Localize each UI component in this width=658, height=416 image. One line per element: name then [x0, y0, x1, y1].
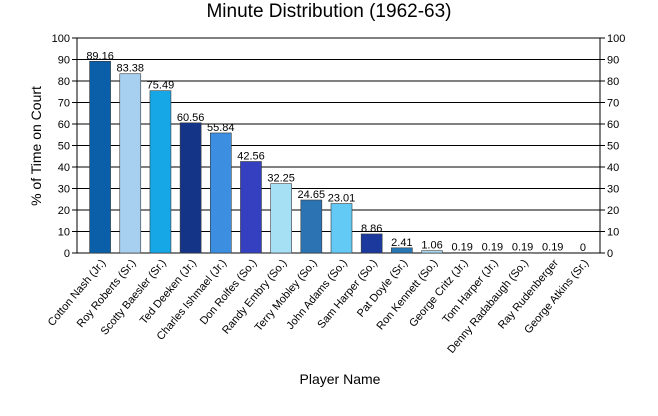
data-label: 55.84 — [207, 122, 235, 134]
y-tick-label-right: 70 — [607, 98, 619, 110]
y-tick-label-right: 100 — [607, 33, 625, 45]
bar — [330, 203, 353, 254]
data-label: 1.06 — [421, 240, 442, 252]
bar — [149, 90, 172, 254]
data-label: 0.19 — [482, 242, 503, 254]
y-tick-label-right: 20 — [607, 205, 619, 217]
y-tick-label-right: 30 — [607, 184, 619, 196]
bar — [240, 161, 262, 254]
y-tick-label-left: 80 — [58, 76, 70, 88]
y-tick-label-left: 40 — [58, 162, 70, 174]
y-tick-label-right: 90 — [607, 55, 619, 67]
data-label: 75.49 — [147, 80, 175, 92]
y-tick-label-left: 50 — [58, 141, 70, 153]
y-tick-label-right: 10 — [607, 227, 619, 239]
data-label: 0.19 — [451, 242, 472, 254]
bar — [391, 247, 413, 254]
y-axis-title: % of Time on Court — [28, 86, 44, 206]
data-label: 0 — [580, 242, 586, 254]
data-label: 24.65 — [298, 189, 326, 201]
bar — [179, 122, 202, 254]
data-label: 0.19 — [542, 242, 563, 254]
y-tick-label-left: 20 — [58, 205, 70, 217]
data-label: 42.56 — [237, 150, 265, 162]
y-tick-label-left: 90 — [58, 55, 70, 67]
bar — [209, 132, 232, 254]
bars — [89, 61, 564, 254]
y-tick-label-left: 10 — [58, 227, 70, 239]
data-label: 83.38 — [116, 63, 144, 75]
y-tick-label-right: 60 — [607, 119, 619, 131]
data-label: 8.86 — [361, 223, 382, 235]
axes: 0 0 10 10 20 20 30 30 40 40 50 50 60 60 70 70 80 80 90 90 10… — [52, 33, 626, 260]
y-tick-label-left: 70 — [58, 98, 70, 110]
bar — [421, 250, 443, 254]
data-label: 23.01 — [328, 193, 356, 205]
bar — [89, 61, 111, 254]
bar — [270, 183, 292, 254]
data-label: 60.56 — [177, 112, 205, 124]
bar — [360, 233, 383, 254]
y-tick-label-right: 80 — [607, 76, 619, 88]
x-axis-title: Player Name — [300, 371, 381, 387]
data-label: 32.25 — [267, 173, 295, 185]
y-tick-label-left: 60 — [58, 119, 70, 131]
chart-title: Minute Distribution (1962-63) — [206, 1, 451, 22]
data-label: 2.41 — [391, 237, 412, 249]
data-label: 0.19 — [512, 242, 533, 254]
y-tick-label-right: 40 — [607, 162, 619, 174]
x-tick-labels: Cotton Nash (Jr.)Roy Roberts (Sr.)Scotty… — [46, 257, 591, 356]
data-label: 89.16 — [86, 50, 114, 62]
bar — [300, 199, 323, 254]
y-tick-label-left: 0 — [64, 248, 70, 260]
y-tick-label-left: 30 — [58, 184, 70, 196]
y-tick-label-right: 50 — [607, 141, 619, 153]
bar — [119, 73, 142, 254]
y-tick-label-right: 0 — [607, 248, 613, 260]
y-tick-label-left: 100 — [52, 33, 70, 45]
